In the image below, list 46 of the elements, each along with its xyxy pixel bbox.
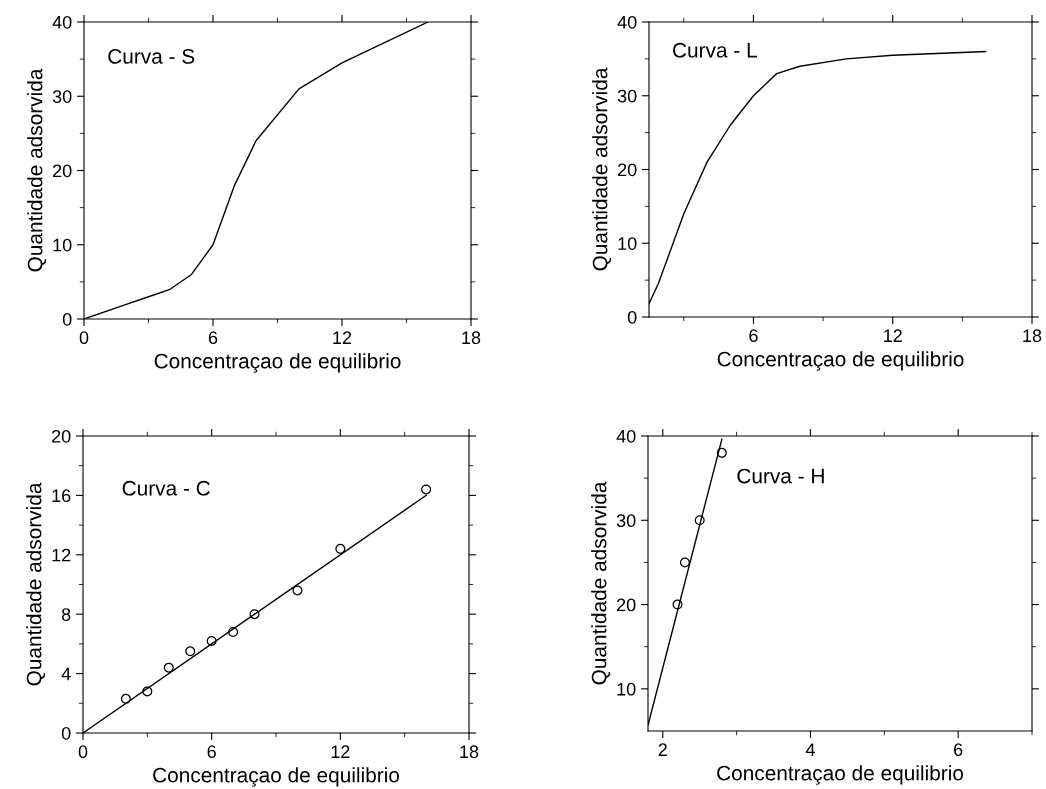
y-tick-label: 8 bbox=[61, 608, 71, 621]
x-tick-label: 0 bbox=[78, 745, 88, 759]
y-tick-label: 20 bbox=[53, 164, 72, 178]
y-axis-title: Quantidade adsorvida bbox=[26, 482, 46, 686]
y-tick-label: 10 bbox=[617, 682, 636, 696]
x-tick-label: 4 bbox=[805, 743, 815, 756]
y-tick-label: 10 bbox=[618, 237, 637, 250]
y-tick-label: 40 bbox=[617, 15, 637, 29]
x-tick-label: 6 bbox=[207, 745, 216, 759]
x-tick-label: 6 bbox=[954, 743, 963, 757]
x-axis-title: Concentraçao de equilibrio bbox=[717, 765, 964, 785]
x-tick-label: 6 bbox=[749, 329, 758, 343]
x-tick-label: 18 bbox=[460, 745, 479, 759]
x-axis-title: Concentraçao de equilibrio bbox=[153, 767, 400, 787]
x-tick-label: 0 bbox=[79, 331, 89, 345]
x-tick-label: 12 bbox=[331, 745, 350, 758]
x-tick-label: 18 bbox=[1023, 329, 1042, 343]
x-tick-label: 2 bbox=[658, 743, 667, 756]
annotation: Curva - S bbox=[108, 49, 195, 64]
y-tick-label: 20 bbox=[617, 598, 636, 612]
y-tick-label: 0 bbox=[62, 312, 72, 326]
x-axis-title: Concentraçao de equilibrio bbox=[717, 351, 964, 371]
annotation: Curva - H bbox=[737, 468, 824, 484]
y-axis-title: Quantidade adsorvida bbox=[27, 68, 47, 272]
y-tick-label: 30 bbox=[616, 514, 636, 528]
y-tick-label: 40 bbox=[616, 429, 636, 443]
y-tick-label: 20 bbox=[52, 429, 71, 443]
y-tick-label: 10 bbox=[53, 238, 72, 252]
x-tick-label: 12 bbox=[884, 329, 902, 342]
y-tick-label: 12 bbox=[52, 548, 71, 562]
y-axis-title: Quantidade adsorvida bbox=[592, 67, 612, 271]
y-tick-label: 20 bbox=[618, 163, 637, 177]
x-axis-title: Concentraçao de equilibrio bbox=[154, 353, 401, 373]
y-tick-label: 30 bbox=[52, 90, 72, 103]
x-tick-label: 6 bbox=[208, 331, 218, 345]
x-tick-label: 12 bbox=[333, 331, 352, 344]
y-tick-label: 4 bbox=[61, 667, 71, 681]
y-axis-title: Quantidade adsorvida bbox=[591, 481, 611, 685]
y-tick-label: 16 bbox=[52, 489, 71, 503]
annotation: Curva - C bbox=[122, 480, 210, 496]
y-tick-label: 0 bbox=[61, 726, 71, 740]
x-tick-label: 18 bbox=[462, 331, 481, 345]
y-tick-label: 30 bbox=[617, 89, 637, 103]
y-tick-label: 40 bbox=[52, 15, 72, 29]
y-tick-label: 0 bbox=[627, 310, 637, 324]
annotation: Curva - L bbox=[673, 42, 757, 58]
